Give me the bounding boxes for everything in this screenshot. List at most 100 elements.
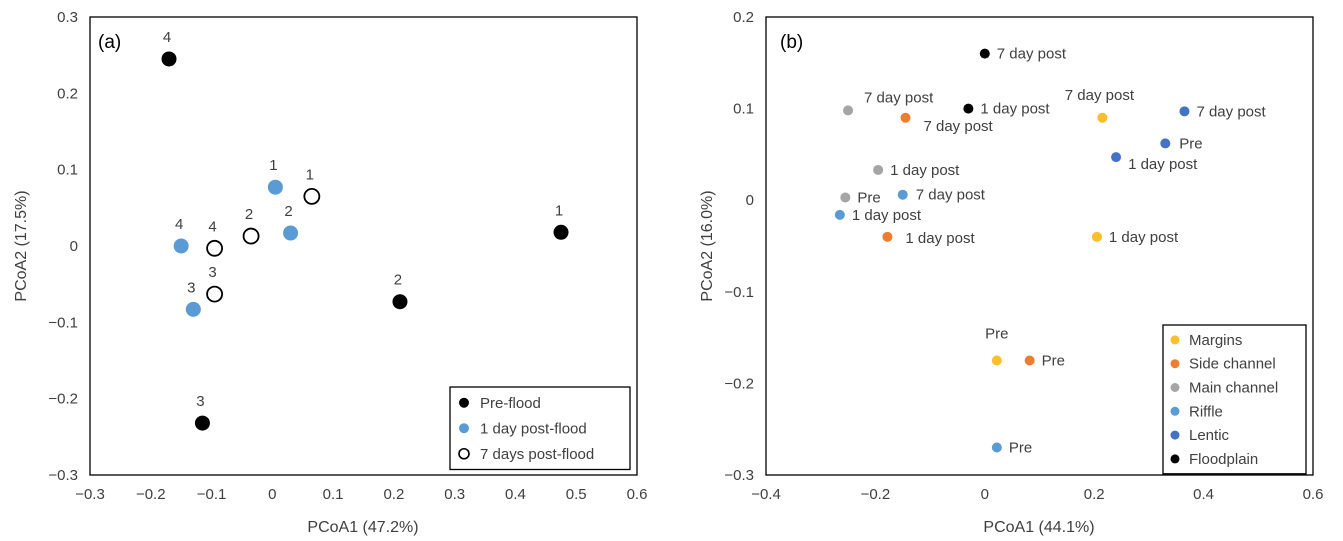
legend-marker bbox=[1170, 406, 1180, 416]
y-tick-label: 0.3 bbox=[57, 9, 78, 26]
legend-box bbox=[1162, 324, 1307, 475]
data-point bbox=[897, 189, 908, 200]
x-tick-label: 0.6 bbox=[627, 486, 648, 503]
data-point bbox=[206, 285, 223, 303]
point-label: 1 bbox=[555, 202, 563, 219]
point-label: 7 day post bbox=[923, 118, 993, 135]
x-tick-label: −0.4 bbox=[751, 486, 781, 503]
data-point bbox=[161, 51, 177, 67]
data-point bbox=[194, 415, 210, 431]
data-point bbox=[173, 238, 189, 254]
panel-label: (b) bbox=[780, 32, 803, 53]
x-tick-label: −0.3 bbox=[75, 486, 105, 503]
data-point bbox=[900, 112, 911, 123]
data-point bbox=[1179, 106, 1190, 117]
y-tick-label: −0.1 bbox=[724, 284, 754, 301]
plot-frame bbox=[765, 16, 1314, 476]
data-point bbox=[1091, 231, 1102, 242]
legend: Margins Side channel Main channel Riffle Len… bbox=[1162, 324, 1307, 475]
legend-entry: 7 days post-flood bbox=[480, 446, 594, 463]
point-label: 2 bbox=[394, 272, 402, 289]
plot-frame bbox=[89, 16, 638, 476]
point-label: 7 day post bbox=[997, 46, 1067, 63]
legend-marker bbox=[1170, 335, 1180, 345]
x-axis-title: PCoA1 (47.2%) bbox=[307, 519, 418, 536]
data-point bbox=[1024, 355, 1035, 366]
data-point bbox=[873, 164, 884, 175]
legend-marker bbox=[1170, 454, 1180, 464]
data-point bbox=[392, 294, 408, 310]
data-point bbox=[206, 239, 223, 257]
point-label: Pre bbox=[1009, 440, 1032, 457]
data-point bbox=[1111, 152, 1122, 163]
y-tick-label: 0.2 bbox=[57, 85, 78, 102]
x-tick-label: 0.1 bbox=[323, 486, 344, 503]
y-tick-label: −0.1 bbox=[48, 314, 78, 331]
legend-entry: Side channel bbox=[1189, 356, 1276, 373]
data-point bbox=[840, 192, 851, 203]
point-label: 7 day post bbox=[1196, 103, 1266, 120]
point-label: 1 bbox=[306, 166, 314, 183]
x-tick-label: 0.6 bbox=[1303, 486, 1324, 503]
data-point bbox=[834, 209, 845, 220]
point-label: 1 day post bbox=[890, 162, 960, 179]
panel-a: −0.3 −0.2 −0.1 0 0.1 0.2 0.3 0.4 0.5 0.6 −0.3 −0.2 −… bbox=[13, 9, 647, 536]
x-tick-label: −0.1 bbox=[197, 486, 227, 503]
point-label: 7 day post bbox=[916, 187, 986, 204]
x-tick-label: −0.2 bbox=[861, 486, 891, 503]
legend-marker bbox=[459, 397, 469, 408]
y-axis-title: PCoA2 (17.5%) bbox=[13, 190, 30, 301]
legend-entry: 1 day post-flood bbox=[480, 420, 587, 437]
panel-label: (a) bbox=[98, 32, 121, 53]
x-tick-label: 0.4 bbox=[1193, 486, 1214, 503]
x-tick-label: −0.2 bbox=[136, 486, 166, 503]
legend-entry: Lentic bbox=[1189, 427, 1230, 444]
legend-entry: Pre-flood bbox=[480, 395, 541, 412]
y-tick-label: −0.2 bbox=[724, 375, 754, 392]
legend-marker bbox=[459, 423, 469, 434]
data-point bbox=[242, 227, 260, 245]
point-label: 1 bbox=[269, 157, 277, 174]
y-axis-title: PCoA2 (16.0%) bbox=[699, 190, 716, 301]
panel-b: −0.4 −0.2 0 0.2 0.4 0.6 −0.3 −0.2 −0.1 0 0.1 0.2 PCo… bbox=[699, 9, 1323, 536]
legend-entry: Riffle bbox=[1189, 403, 1223, 420]
point-label: 1 day post bbox=[852, 207, 922, 224]
data-point bbox=[991, 355, 1002, 366]
y-tick-label: 0 bbox=[746, 192, 754, 209]
point-label: 2 bbox=[245, 206, 253, 223]
data-point bbox=[553, 224, 569, 240]
legend: Pre-flood 1 day post-flood 7 days post-flo… bbox=[449, 386, 631, 471]
data-point bbox=[1160, 138, 1171, 149]
point-label: Pre bbox=[857, 189, 880, 206]
y-tick-label: 0.1 bbox=[57, 162, 78, 179]
data-point bbox=[185, 301, 201, 317]
x-axis-title: PCoA1 (44.1%) bbox=[983, 519, 1094, 536]
point-label: Pre bbox=[985, 326, 1008, 343]
point-label: 4 bbox=[175, 216, 183, 233]
point-label: Pre bbox=[1042, 353, 1065, 370]
point-label: 7 day post bbox=[864, 89, 934, 106]
x-tick-label: 0 bbox=[268, 486, 276, 503]
legend-marker bbox=[458, 447, 470, 460]
y-tick-label: −0.2 bbox=[48, 391, 78, 408]
point-label: 1 day post bbox=[905, 230, 975, 247]
x-tick-label: 0 bbox=[981, 486, 989, 503]
data-point bbox=[991, 442, 1002, 453]
x-tick-label: 0.5 bbox=[566, 486, 587, 503]
point-label: 3 bbox=[187, 279, 195, 296]
data-point bbox=[283, 225, 299, 241]
point-label: 4 bbox=[163, 29, 171, 46]
point-label: 1 day post bbox=[980, 101, 1050, 118]
y-tick-label: −0.3 bbox=[724, 467, 754, 484]
x-tick-label: 0.2 bbox=[383, 486, 404, 503]
legend-entry: Floodplain bbox=[1189, 451, 1258, 468]
legend-marker bbox=[1170, 359, 1180, 369]
legend-marker bbox=[1170, 383, 1180, 392]
x-tick-label: 0.4 bbox=[505, 486, 526, 503]
x-tick-label: 0.2 bbox=[1084, 486, 1105, 503]
point-label: 4 bbox=[208, 218, 216, 235]
point-label: 3 bbox=[208, 264, 216, 281]
point-label: 2 bbox=[284, 203, 292, 220]
y-tick-label: 0.1 bbox=[733, 101, 754, 118]
